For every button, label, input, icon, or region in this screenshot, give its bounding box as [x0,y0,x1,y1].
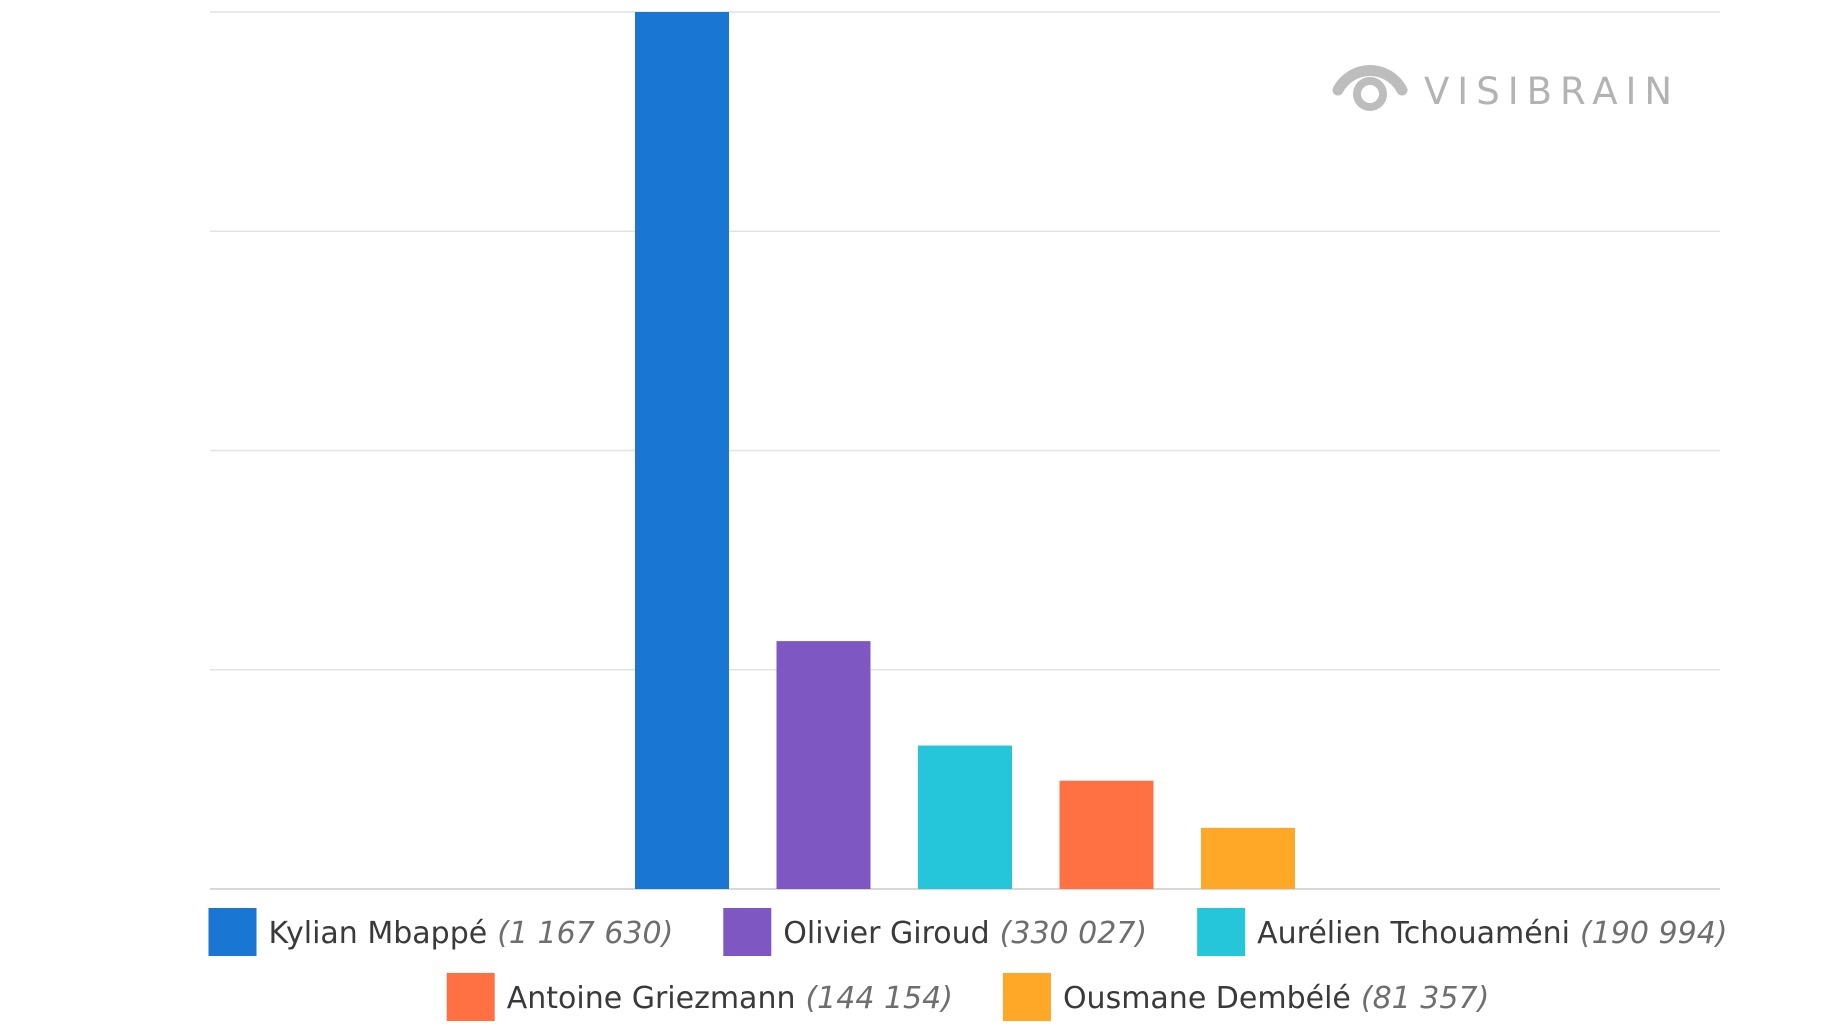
legend-item-2[interactable]: Olivier Giroud (330 027) [723,908,1147,956]
legend-swatch [208,908,257,956]
legend-swatch [446,973,495,1021]
bar-1[interactable] [635,12,729,889]
legend-label: Olivier Giroud [783,916,989,951]
legend-item-1[interactable]: Kylian Mbappé (1 167 630) [208,908,674,956]
legend-item-3[interactable]: Aurélien Tchouaméni (190 994) [1197,908,1727,956]
logo-text: VISIBRAIN [1424,70,1680,113]
chart-legend: Kylian Mbappé (1 167 630) Olivier Giroud (3… [208,908,1727,1021]
chart-bars [635,12,1295,889]
legend-label: Ousmane Dembélé [1063,981,1351,1016]
bar-5[interactable] [1201,827,1295,889]
legend-label: Aurélien Tchouaméni [1257,916,1570,951]
bar-4[interactable] [1059,780,1154,889]
legend-item-5[interactable]: Ousmane Dembélé (81 357) [1002,973,1489,1021]
legend-item-4[interactable]: Antoine Griezmann (144 154) [446,973,953,1021]
legend-value: (81 357) [1361,981,1489,1016]
legend-swatch [1002,973,1051,1021]
bar-3[interactable] [918,745,1012,889]
legend-label: Antoine Griezmann [507,981,796,1016]
legend-value: (1 167 630) [497,916,673,951]
legend-label: Kylian Mbappé [269,916,488,951]
legend-value: (144 154) [805,981,952,1016]
legend-value: (330 027) [1000,916,1147,951]
legend-swatch [723,908,772,956]
bar-2[interactable] [776,641,871,889]
eye-icon [1332,65,1408,111]
legend-value: (190 994) [1580,916,1727,951]
visibrain-logo: VISIBRAIN [1332,65,1680,113]
legend-swatch [1197,908,1246,956]
